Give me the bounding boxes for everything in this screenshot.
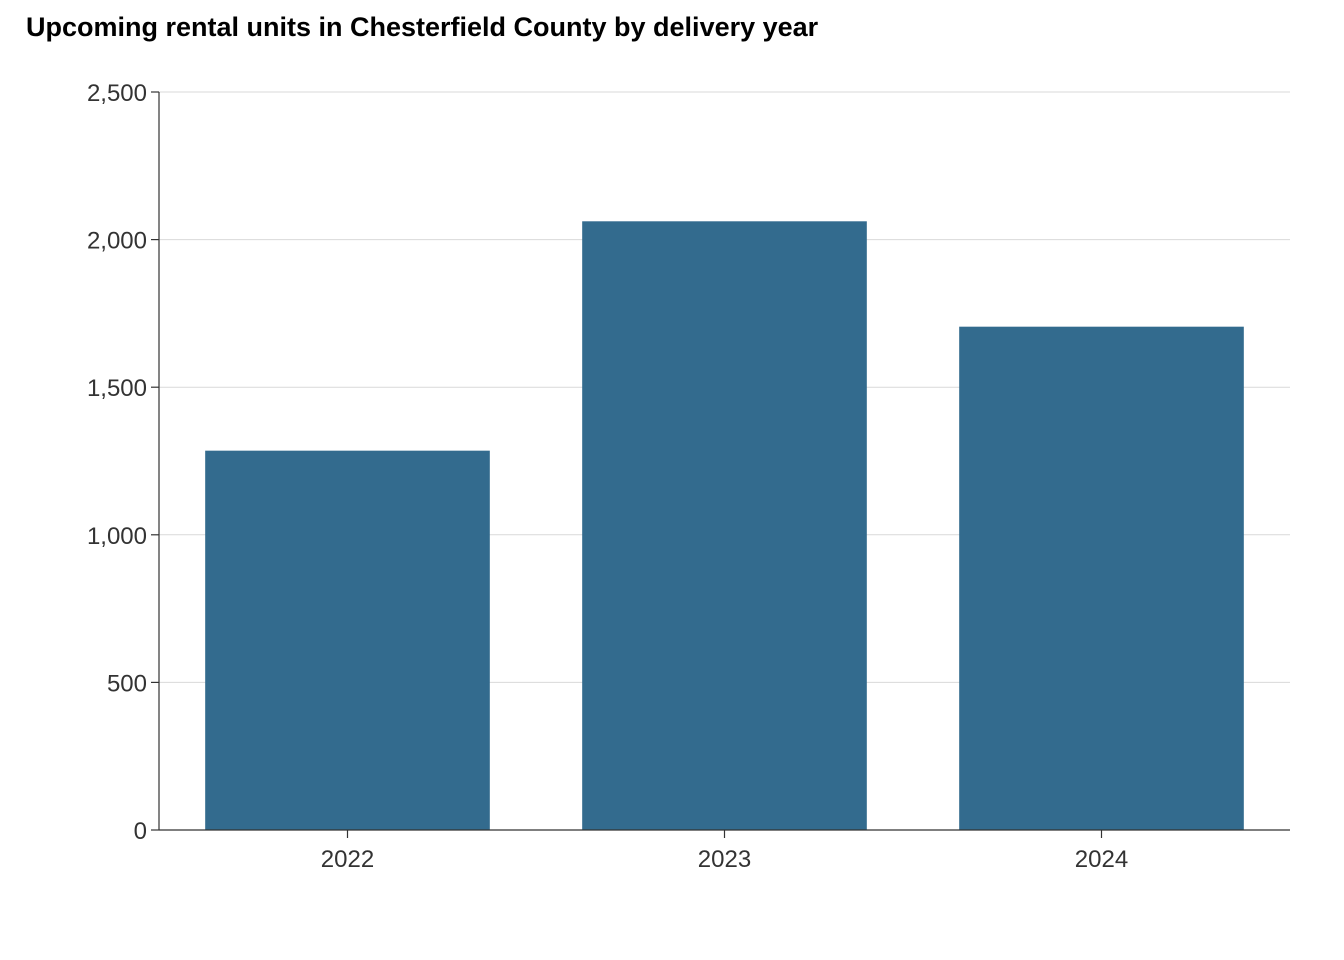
x-tick-label: 2024 [1075,846,1128,873]
bar-2024 [959,326,1244,830]
y-tick-label: 0 [134,818,147,845]
y-tick-label: 1,500 [87,375,147,402]
y-axis-ticks: 0 500 1,000 1,500 2,000 2,500 [87,80,159,845]
x-axis-ticks: 2022 2023 2024 [321,830,1128,873]
y-tick-label: 1,000 [87,523,147,550]
bar-2022 [205,450,490,830]
chart-title: Upcoming rental units in Chesterfield Co… [26,12,819,42]
x-tick-label: 2023 [698,846,751,873]
y-tick-label: 500 [107,670,147,697]
bars [205,221,1244,830]
x-tick-label: 2022 [321,846,374,873]
bar-2023 [582,221,867,830]
y-tick-label: 2,500 [87,80,147,107]
y-tick-label: 2,000 [87,228,147,255]
